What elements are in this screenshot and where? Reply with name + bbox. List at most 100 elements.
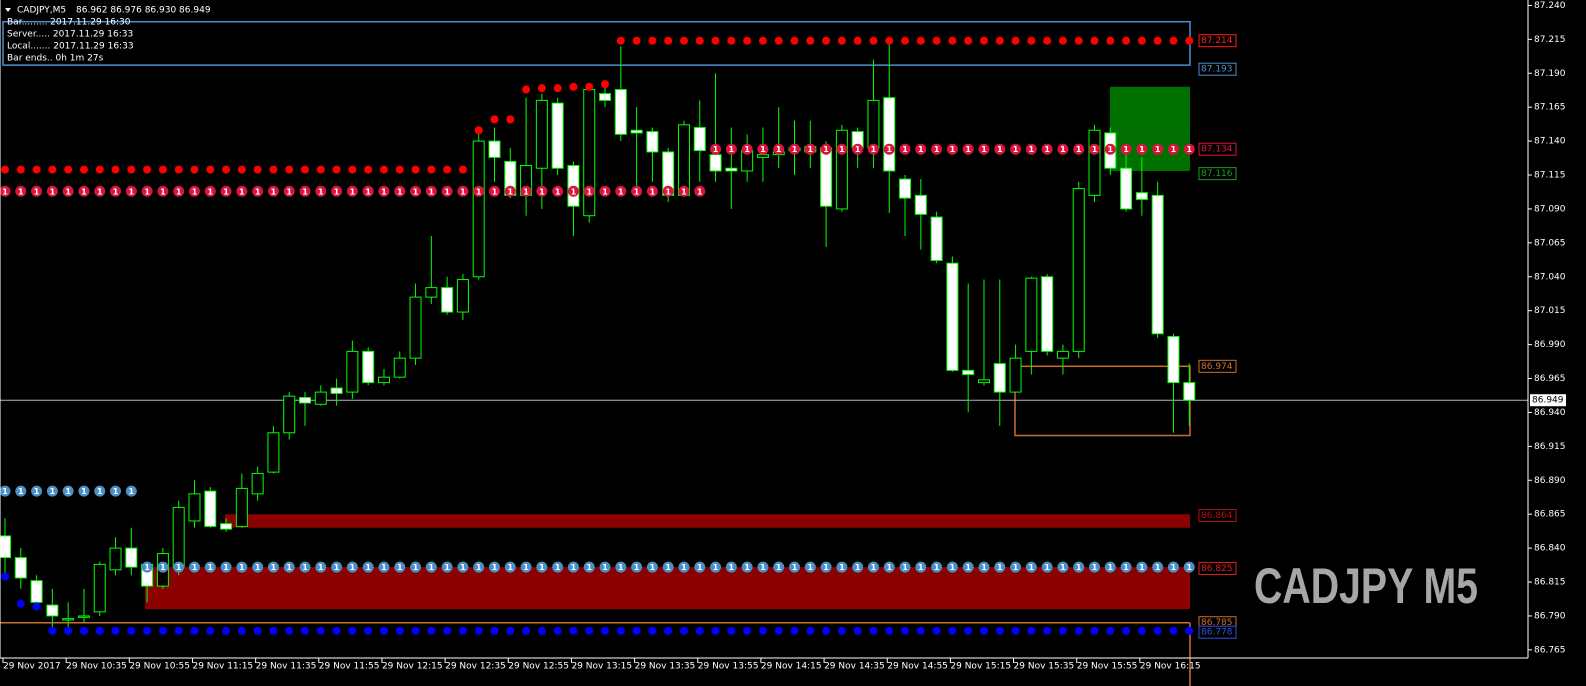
x-tick-label: 29 Nov 12:15: [382, 662, 443, 672]
signal-dot: [362, 561, 374, 573]
signal-dot-label: 1: [539, 563, 545, 572]
signal-dot: [946, 561, 958, 573]
signal-dot: [395, 165, 404, 174]
signal-dot: [727, 626, 736, 635]
candle-body: [1041, 276, 1054, 352]
signal-dot-label: 1: [681, 187, 687, 196]
signal-dot-label: 1: [918, 145, 924, 154]
signal-dot: [143, 626, 152, 635]
signal-dot: [773, 561, 785, 573]
signal-dot: [1106, 626, 1115, 635]
signal-dot: [364, 626, 373, 635]
signal-dot: [346, 185, 358, 197]
signal-dot: [378, 185, 390, 197]
signal-dot: [1043, 36, 1052, 45]
signal-dot: [95, 626, 104, 635]
signal-dot: [252, 561, 264, 573]
signal-dot: [1041, 143, 1053, 155]
menu-arrow[interactable]: [5, 8, 11, 12]
signal-dot-label: 1: [444, 187, 450, 196]
signal-dot: [127, 626, 136, 635]
signal-dot: [15, 485, 27, 497]
signal-dot: [331, 561, 343, 573]
candle-body: [693, 127, 706, 152]
y-tick-label: 87.115: [1534, 171, 1566, 181]
signal-dot-label: 1: [902, 145, 908, 154]
signal-dot-label: 1: [460, 563, 466, 572]
signal-dot: [648, 36, 657, 45]
signal-dot: [710, 143, 722, 155]
signal-dot: [411, 165, 420, 174]
signal-dot: [664, 626, 673, 635]
signal-dot-label: 1: [997, 563, 1003, 572]
signal-dot: [1152, 143, 1164, 155]
signal-dot: [425, 185, 437, 197]
signal-dot: [1137, 626, 1146, 635]
signal-dot-label: 1: [207, 187, 213, 196]
signal-dot: [220, 185, 232, 197]
signal-dot-label: 1: [602, 187, 608, 196]
signal-dot: [364, 165, 373, 174]
signal-dot: [141, 561, 153, 573]
price-label: 86.825: [1201, 564, 1233, 574]
signal-dot-label: 1: [18, 187, 24, 196]
signal-dot: [899, 143, 911, 155]
signal-dot-label: 1: [318, 563, 324, 572]
candle-body: [930, 216, 943, 261]
signal-dot: [94, 185, 106, 197]
signal-dot: [616, 626, 625, 635]
signal-dot: [410, 185, 422, 197]
candle-body: [677, 124, 690, 196]
signal-dot-label: 1: [902, 563, 908, 572]
signal-dot: [488, 185, 500, 197]
signal-dot: [631, 561, 643, 573]
signal-dot-label: 1: [302, 563, 308, 572]
signal-dot: [267, 185, 279, 197]
signal-dot-label: 1: [429, 187, 435, 196]
info-line: Bar ends.. 0h 1m 27s: [7, 54, 104, 64]
signal-dot-label: 1: [144, 563, 150, 572]
signal-dot-label: 1: [981, 563, 987, 572]
signal-dot: [473, 561, 485, 573]
signal-dot: [269, 626, 278, 635]
signal-dot: [157, 561, 169, 573]
signal-dot-label: 1: [239, 187, 245, 196]
signal-dot: [804, 143, 816, 155]
signal-dot: [867, 143, 879, 155]
signal-dot: [299, 561, 311, 573]
signal-dot: [632, 36, 641, 45]
zone: [145, 567, 1190, 610]
price-label: 86.974: [1201, 362, 1233, 372]
signal-dot: [427, 165, 436, 174]
signal-dot-label: 1: [271, 563, 277, 572]
candle-body: [62, 618, 75, 621]
signal-dot: [473, 185, 485, 197]
signal-dot: [206, 165, 215, 174]
signal-dot: [820, 143, 832, 155]
signal-dot-label: 1: [965, 145, 971, 154]
signal-dot: [995, 626, 1004, 635]
candle-body: [1151, 194, 1164, 335]
marker-dot: [553, 84, 562, 93]
marker-dot: [585, 82, 594, 91]
signal-dot: [315, 185, 327, 197]
signal-dot: [915, 561, 927, 573]
x-tick-label: 29 Nov 14:15: [761, 662, 822, 672]
candle-body: [251, 472, 264, 495]
price-label-box: [1198, 142, 1237, 156]
signal-dot: [457, 561, 469, 573]
signal-dot-label: 1: [681, 563, 687, 572]
watermark: CADJPY M5: [1254, 558, 1478, 614]
signal-dot: [190, 165, 199, 174]
signal-dot: [441, 185, 453, 197]
signal-dot: [979, 36, 988, 45]
signal-dot: [601, 626, 610, 635]
signal-dot: [822, 626, 831, 635]
x-tick-label: 29 Nov 10:35: [66, 662, 127, 672]
y-tick-label: 86.790: [1534, 611, 1566, 621]
signal-dot-label: 1: [1171, 145, 1177, 154]
candle-body: [820, 147, 833, 207]
candle-body: [235, 487, 248, 527]
signal-dot-label: 1: [823, 563, 829, 572]
signal-dot: [1010, 561, 1022, 573]
